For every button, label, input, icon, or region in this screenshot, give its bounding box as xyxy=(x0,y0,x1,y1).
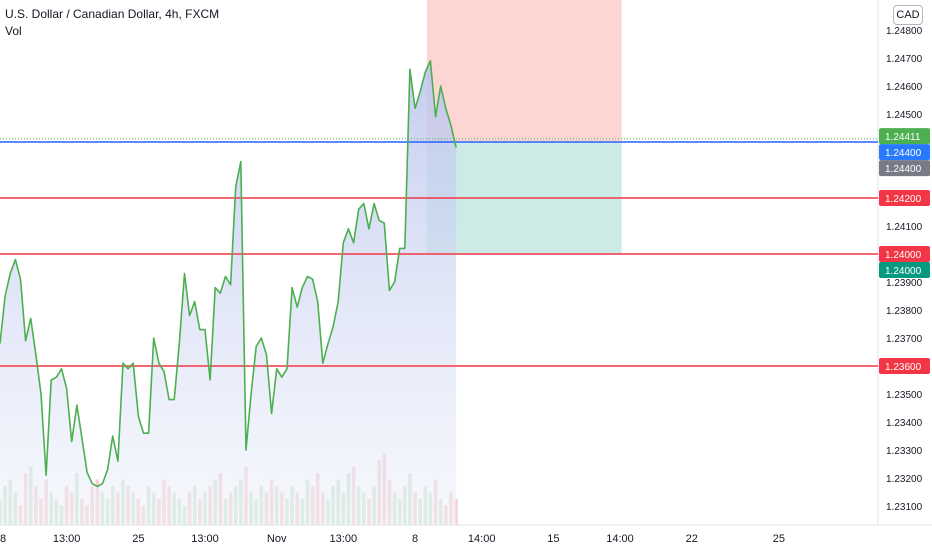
y-tick-label: 1.24800 xyxy=(886,26,923,37)
x-tick-label: 13:00 xyxy=(53,533,81,545)
y-tick-label: 1.24100 xyxy=(886,222,923,233)
y-tick-label: 1.24600 xyxy=(886,82,923,93)
entry-price-badge-text: 1.24400 xyxy=(885,148,922,159)
entry-price-badge xyxy=(879,144,930,161)
stop-loss-zone xyxy=(426,0,622,142)
y-tick-label: 1.23100 xyxy=(886,502,923,513)
gray-price-badge-text: 1.24400 xyxy=(885,164,922,175)
last-price-badge-text: 1.24411 xyxy=(885,132,921,143)
target-price-badge xyxy=(879,262,930,278)
y-tick-label: 1.23800 xyxy=(886,306,923,317)
x-tick-label: 8 xyxy=(412,533,418,545)
y-tick-label: 1.24500 xyxy=(886,110,923,121)
x-tick-label: Nov xyxy=(267,533,287,545)
x-tick-label: 14:00 xyxy=(606,533,634,545)
price-badge-1-23600-text: 1.23600 xyxy=(885,362,922,373)
x-tick-label: 25 xyxy=(132,533,144,545)
currency-button[interactable]: CAD xyxy=(893,5,923,25)
target-price-badge-text: 1.24000 xyxy=(885,266,922,277)
price-badge-1-24200 xyxy=(879,190,930,206)
x-tick-label: 14:00 xyxy=(468,533,496,545)
gray-price-badge xyxy=(879,160,930,177)
price-badge-1-23600 xyxy=(879,358,930,374)
x-tick-label: 15 xyxy=(547,533,559,545)
price-badge-1-24200-text: 1.24200 xyxy=(885,194,922,205)
price-line xyxy=(0,60,457,488)
symbol-title[interactable]: U.S. Dollar / Canadian Dollar, 4h, FXCM xyxy=(5,7,220,21)
x-tick-label: 13:00 xyxy=(191,533,219,545)
price-area-fill xyxy=(0,60,457,526)
y-tick-label: 1.23500 xyxy=(886,390,923,401)
price-badge-1-24000-text: 1.24000 xyxy=(885,250,922,261)
x-tick-label: 25 xyxy=(773,533,785,545)
x-tick-label: 18 xyxy=(0,533,6,545)
exchange-label: FXCM xyxy=(185,7,220,21)
y-tick-label: 1.23300 xyxy=(886,446,923,457)
interval-label: 4h xyxy=(165,7,179,21)
y-tick-label: 1.23200 xyxy=(886,474,923,485)
price-badge-1-24000 xyxy=(879,246,930,262)
symbol-name: U.S. Dollar / Canadian Dollar xyxy=(5,7,159,21)
last-price-badge xyxy=(879,128,930,145)
x-tick-label: 13:00 xyxy=(330,533,358,545)
y-tick-label: 1.23900 xyxy=(886,278,923,289)
x-tick-label: 22 xyxy=(686,533,698,545)
y-tick-label: 1.23400 xyxy=(886,418,923,429)
y-tick-label: 1.23700 xyxy=(886,334,923,345)
volume-indicator-label[interactable]: Vol xyxy=(5,24,22,38)
y-tick-label: 1.24700 xyxy=(886,54,923,65)
